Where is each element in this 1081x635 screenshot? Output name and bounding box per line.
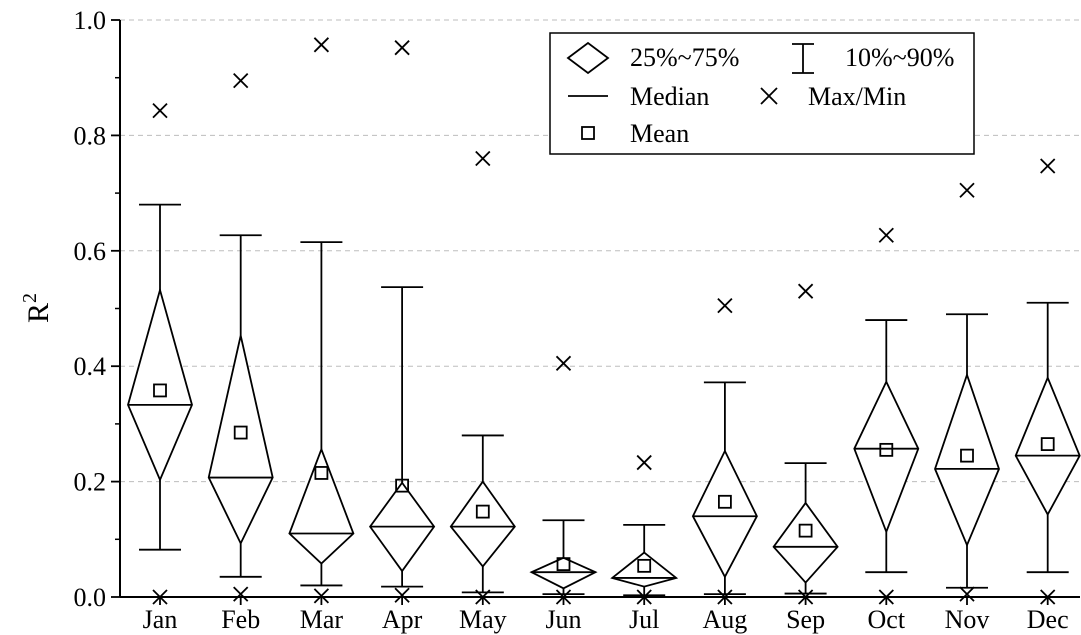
max-marker (233, 72, 249, 89)
max-marker (152, 102, 168, 119)
box-jan (127, 102, 193, 605)
box-nov (934, 182, 1000, 602)
mean-marker (395, 478, 410, 493)
box-may (449, 150, 516, 605)
iqr-diamond (691, 448, 758, 579)
x-tick-label: Jul (629, 605, 659, 634)
axes: R2 0.0 0.2 0.4 0.6 0.8 1.0 Jan Feb Mar Apr May Jun J… (19, 6, 1080, 634)
mean-marker (153, 383, 167, 398)
y-tick-label: 0.4 (74, 352, 107, 381)
max-marker (959, 182, 975, 198)
iqr-diamond (449, 480, 516, 568)
box-dec (1014, 158, 1081, 605)
iqr-diamond (207, 335, 274, 546)
mean-marker (233, 425, 248, 440)
max-marker (313, 37, 330, 53)
max-marker (1040, 158, 1056, 174)
y-tick-label: 0.6 (74, 237, 107, 266)
iqr-diamond (288, 446, 355, 565)
max-marker (717, 297, 733, 314)
y-tick-label: 0.0 (74, 583, 107, 612)
mean-marker (1040, 437, 1055, 451)
y-tick-label: 0.8 (74, 121, 107, 150)
legend-whisker-icon (792, 43, 814, 74)
y-tick-label: 0.2 (74, 468, 107, 497)
iqr-diamond (853, 379, 920, 535)
legend-cross-icon (760, 87, 778, 105)
x-tick-label: Jun (545, 605, 581, 634)
box-oct (853, 227, 920, 605)
iqr-diamond (610, 551, 679, 588)
mean-marker (718, 494, 732, 509)
box-aug (691, 297, 758, 605)
x-tick-label: Apr (382, 605, 423, 634)
y-axis-title: R2 (19, 293, 55, 323)
mean-marker (879, 442, 894, 457)
iqr-diamond (934, 372, 1000, 548)
min-marker (394, 587, 410, 603)
box-mar (288, 37, 355, 604)
x-tick-label: May (459, 605, 507, 634)
max-marker (394, 40, 410, 56)
iqr-diamond (772, 501, 839, 584)
iqr-diamond (1014, 375, 1081, 517)
max-marker (555, 355, 572, 371)
min-marker (959, 586, 975, 602)
x-tick-label: Jan (143, 605, 178, 634)
min-marker (233, 586, 249, 602)
max-marker (475, 150, 491, 167)
mean-marker (556, 557, 571, 572)
max-marker (797, 283, 814, 299)
mean-marker (475, 504, 490, 519)
mean-marker (637, 558, 652, 573)
max-marker (878, 227, 894, 243)
x-tick-label: Oct (868, 605, 906, 634)
mean-marker (798, 523, 813, 538)
legend-maxmin-label: Max/Min (808, 82, 906, 111)
mean-marker (960, 448, 974, 463)
box-jul (610, 454, 679, 605)
legend-mean-icon (581, 126, 595, 140)
x-tick-label: Mar (300, 605, 344, 634)
plot-marks (127, 37, 1081, 605)
legend-mean-label: Mean (630, 119, 689, 148)
x-tick-label: Sep (786, 605, 825, 634)
x-tick-label: Feb (221, 605, 260, 634)
box-apr (368, 40, 436, 603)
mean-marker (314, 466, 329, 480)
legend-whisker-label: 10%~90% (845, 43, 954, 72)
box-jun (529, 355, 598, 605)
box-sep (772, 283, 839, 605)
min-marker (313, 588, 330, 604)
y-tick-label: 1.0 (74, 6, 107, 35)
legend-median-label: Median (630, 82, 709, 111)
max-marker (636, 454, 652, 471)
x-tick-label: Aug (703, 605, 748, 634)
box-feb (207, 72, 274, 602)
x-tick-label: Nov (945, 605, 990, 634)
x-tick-label: Dec (1027, 605, 1069, 634)
legend: 25%~75% 10%~90% Median Max/Min Mean (549, 32, 975, 155)
legend-iqr-label: 25%~75% (630, 43, 739, 72)
legend-box (549, 32, 975, 155)
legend-diamond-icon (566, 41, 610, 75)
